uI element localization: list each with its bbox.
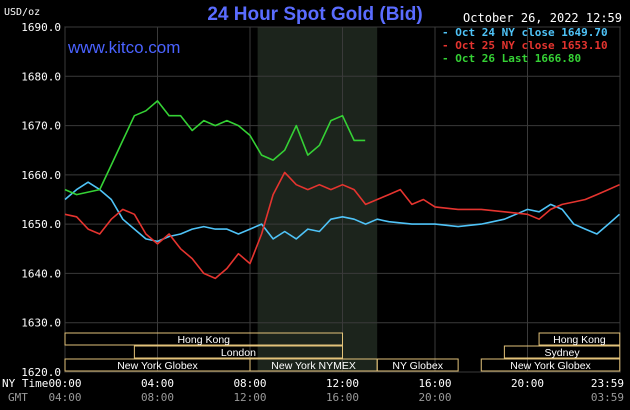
x-tick-label: 20:00 (511, 377, 544, 390)
site-watermark[interactable]: www.kitco.com (68, 38, 181, 57)
legend-label: Oct 25 NY close 1653.10 (455, 39, 608, 52)
y-tick-label: 1630.0 (21, 317, 61, 330)
x-tick2-label: 16:00 (326, 391, 359, 404)
y-tick-label: 1690.0 (21, 21, 61, 34)
session-label: Hong Kong (177, 334, 230, 346)
series-line-0 (64, 181, 621, 243)
x-tick-label: 12:00 (326, 377, 359, 390)
session-label: London (221, 347, 256, 359)
session-bar (480, 358, 621, 372)
x-axis2-name: GMT (8, 391, 28, 404)
session-label: New York NYMEX (271, 360, 356, 372)
session-bar (503, 345, 621, 359)
session-label: NY Globex (392, 360, 443, 372)
y-tick-label: 1670.0 (21, 120, 61, 133)
x-axis-name: NY Time (2, 377, 48, 390)
session-bar (133, 345, 343, 359)
legend-item-oct25: - Oct 25 NY close 1653.10 (442, 39, 608, 52)
y-tick-label: 1640.0 (21, 267, 61, 280)
x-tick-label: 04:00 (141, 377, 174, 390)
session-bar (376, 358, 459, 372)
x-tick2-label: 08:00 (141, 391, 174, 404)
series-line-1 (64, 171, 620, 280)
y-tick-label: 1650.0 (21, 218, 61, 231)
session-label: Hong Kong (553, 334, 606, 346)
legend-label: Oct 26 Last 1666.80 (455, 52, 582, 65)
x-tick-label: 00:00 (48, 377, 81, 390)
legend-item-oct24: - Oct 24 NY close 1649.70 (442, 26, 608, 39)
chart-date: October 26, 2022 12:59 (463, 11, 622, 25)
session-label: New York Globex (117, 360, 198, 372)
y-tick-label: 1680.0 (21, 70, 61, 83)
chart-title: 24 Hour Spot Gold (Bid) (207, 4, 423, 25)
series-line-2 (64, 100, 366, 196)
x-tick-label: 23:59 (591, 377, 624, 390)
x-tick2-label: 20:00 (418, 391, 451, 404)
y-axis-unit: USD/oz (4, 7, 41, 18)
session-bar (64, 332, 343, 346)
session-bar (538, 332, 621, 346)
session-label: Sydney (545, 347, 581, 359)
legend: - Oct 24 NY close 1649.70 - Oct 25 NY cl… (442, 26, 608, 65)
x-tick2-label: 12:00 (233, 391, 266, 404)
x-tick2-label: 03:59 (591, 391, 624, 404)
legend-label: Oct 24 NY close 1649.70 (455, 26, 608, 39)
x-tick-label: 16:00 (418, 377, 451, 390)
nymex-shade (257, 27, 378, 372)
y-tick-label: 1660.0 (21, 169, 61, 182)
y-tick-label: 1620.0 (21, 366, 61, 379)
x-tick2-label: 04:00 (48, 391, 81, 404)
legend-item-oct26: - Oct 26 Last 1666.80 (442, 52, 582, 65)
session-label: New York Globex (510, 360, 591, 372)
x-tick-label: 08:00 (233, 377, 266, 390)
